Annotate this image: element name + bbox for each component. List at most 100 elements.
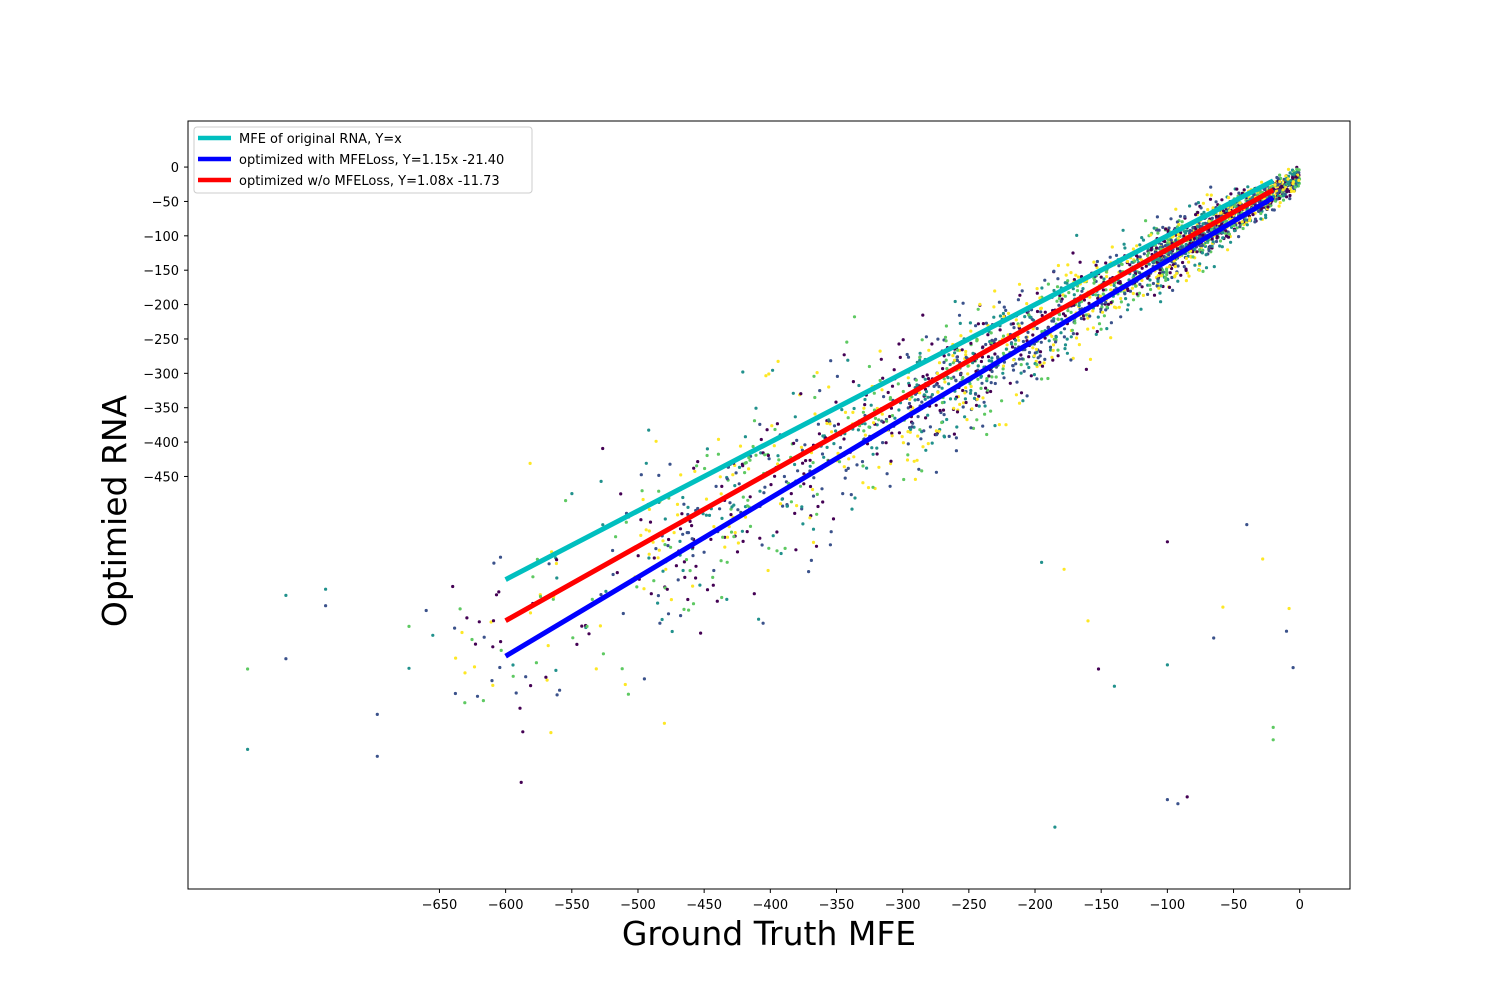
scatter-point bbox=[1014, 318, 1018, 322]
scatter-point bbox=[1220, 198, 1224, 202]
scatter-point bbox=[1091, 326, 1095, 330]
scatter-point bbox=[801, 522, 805, 526]
scatter-point bbox=[641, 497, 645, 502]
scatter-point bbox=[940, 420, 944, 425]
scatter-point bbox=[1278, 201, 1282, 205]
scatter-point bbox=[1291, 666, 1295, 670]
scatter-point bbox=[947, 353, 951, 357]
scatter-point bbox=[647, 529, 651, 533]
scatter-point bbox=[1075, 233, 1079, 237]
scatter-point bbox=[1245, 523, 1249, 527]
scatter-point bbox=[867, 425, 871, 429]
y-tick-label: −200 bbox=[143, 299, 179, 314]
scatter-point bbox=[1261, 557, 1265, 561]
scatter-point bbox=[669, 598, 674, 602]
scatter-point bbox=[961, 375, 965, 380]
scatter-point bbox=[663, 543, 667, 547]
scatter-point bbox=[668, 462, 672, 466]
scatter-point bbox=[879, 357, 883, 361]
scatter-point bbox=[740, 529, 745, 533]
scatter-point bbox=[1201, 222, 1205, 226]
scatter-point bbox=[985, 432, 989, 437]
scatter-point bbox=[1006, 311, 1011, 315]
scatter-point bbox=[647, 428, 651, 432]
scatter-point bbox=[1075, 289, 1080, 293]
scatter-point bbox=[1199, 206, 1203, 210]
scatter-point bbox=[694, 564, 698, 568]
scatter-point bbox=[1155, 215, 1159, 219]
scatter-point bbox=[1054, 335, 1058, 339]
scatter-point bbox=[965, 418, 969, 422]
scatter-point bbox=[852, 315, 857, 319]
scatter-point bbox=[811, 461, 815, 465]
scatter-point bbox=[431, 633, 435, 637]
scatter-point bbox=[1013, 342, 1018, 346]
scatter-point bbox=[538, 594, 543, 599]
scatter-point bbox=[1208, 197, 1213, 201]
scatter-point bbox=[1179, 273, 1183, 277]
scatter-point bbox=[1091, 309, 1095, 313]
scatter-point bbox=[803, 443, 807, 447]
scatter-point bbox=[1002, 376, 1006, 380]
scatter-point bbox=[1072, 278, 1076, 282]
scatter-point bbox=[791, 391, 795, 395]
scatter-point bbox=[976, 377, 980, 381]
scatter-point bbox=[978, 302, 982, 306]
scatter-point bbox=[1109, 300, 1113, 305]
scatter-point bbox=[1056, 277, 1060, 281]
scatter-point bbox=[1288, 193, 1292, 198]
scatter-point bbox=[815, 512, 819, 516]
scatter-point bbox=[913, 398, 917, 402]
scatter-point bbox=[1278, 180, 1282, 184]
scatter-point bbox=[491, 645, 495, 649]
scatter-point bbox=[1066, 279, 1070, 283]
scatter-point bbox=[976, 364, 980, 368]
scatter-point bbox=[792, 441, 796, 445]
scatter-point bbox=[890, 434, 894, 438]
scatter-point bbox=[1009, 342, 1014, 346]
scatter-point bbox=[843, 410, 848, 414]
scatter-point bbox=[1177, 222, 1181, 227]
scatter-point bbox=[921, 313, 925, 317]
scatter-point bbox=[682, 502, 686, 506]
scatter-point bbox=[837, 460, 842, 464]
scatter-point bbox=[1287, 606, 1291, 611]
scatter-point bbox=[551, 597, 555, 601]
scatter-point bbox=[1224, 231, 1228, 235]
scatter-point bbox=[777, 458, 781, 462]
scatter-point bbox=[930, 441, 934, 445]
scatter-point bbox=[766, 453, 771, 458]
scatter-point bbox=[453, 626, 457, 630]
scatter-point bbox=[843, 476, 847, 480]
scatter-point bbox=[865, 466, 869, 470]
scatter-point bbox=[930, 393, 935, 397]
scatter-point bbox=[1264, 216, 1268, 220]
scatter-point bbox=[1180, 220, 1184, 224]
scatter-point bbox=[676, 513, 680, 517]
scatter-point bbox=[1210, 216, 1214, 220]
scatter-point bbox=[1209, 185, 1213, 189]
scatter-point bbox=[621, 611, 625, 616]
scatter-point bbox=[1221, 236, 1225, 240]
scatter-point bbox=[896, 382, 900, 386]
scatter-point bbox=[1075, 332, 1079, 336]
scatter-point bbox=[802, 482, 806, 486]
scatter-point bbox=[284, 657, 288, 661]
scatter-point bbox=[324, 587, 328, 591]
scatter-point bbox=[1095, 259, 1099, 264]
scatter-point bbox=[725, 560, 729, 564]
scatter-point bbox=[1022, 369, 1026, 373]
scatter-point bbox=[1040, 286, 1044, 290]
scatter-point bbox=[758, 422, 762, 426]
scatter-point bbox=[743, 471, 747, 475]
scatter-point bbox=[1209, 228, 1214, 232]
scatter-point bbox=[963, 415, 967, 419]
scatter-point bbox=[407, 624, 411, 629]
scatter-point bbox=[661, 569, 665, 573]
scatter-point bbox=[649, 592, 653, 596]
scatter-point bbox=[1122, 242, 1126, 246]
scatter-point bbox=[1031, 327, 1035, 331]
y-tick-label: −100 bbox=[143, 230, 179, 245]
scatter-point bbox=[1117, 264, 1121, 268]
